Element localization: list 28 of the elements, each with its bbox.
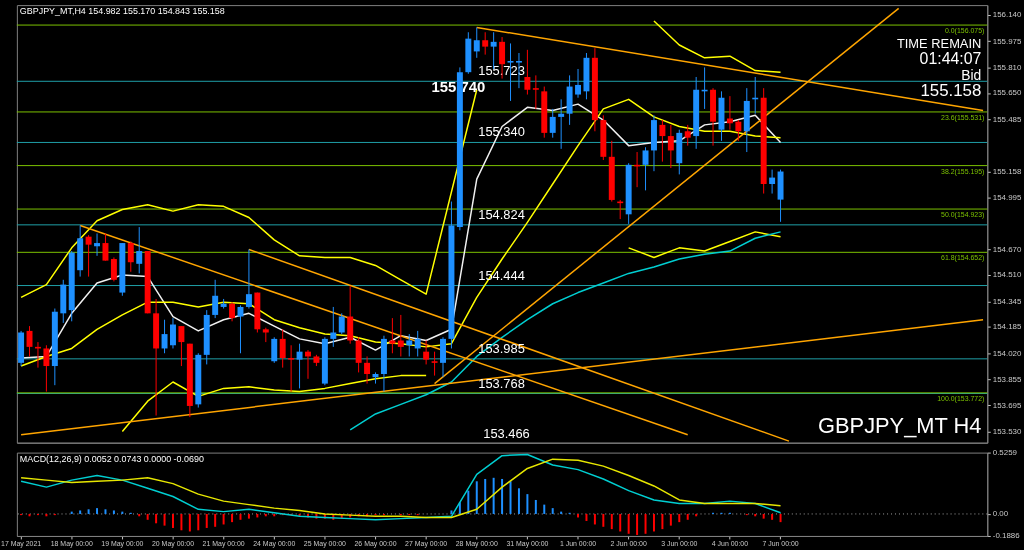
annotation: Bid — [961, 66, 982, 83]
chart-title: MACD(12,26,9) 0.0052 0.0743 0.0000 -0.0690 — [19, 453, 204, 464]
y-tick-label: 0.5259 — [992, 448, 1018, 458]
annotation: TIME REMAIN — [896, 35, 982, 51]
annotation: 153.768 — [478, 375, 525, 391]
y-tick-label: 154.345 — [992, 296, 1022, 306]
y-tick-label: 155.975 — [992, 36, 1022, 46]
annotation: 01:44:07 — [919, 49, 982, 67]
y-tick-label: 154.510 — [992, 270, 1022, 280]
y-tick-label: -0.1886 — [992, 531, 1021, 541]
y-tick-label: 154.670 — [992, 244, 1022, 254]
annotation: 153.466 — [483, 425, 530, 441]
y-tick-label: 156.140 — [992, 10, 1022, 20]
annotation: 155.158 — [920, 81, 982, 101]
y-tick-label: 0.00 — [992, 509, 1009, 519]
y-tick-label: 154.020 — [992, 348, 1022, 358]
y-tick-label: 154.185 — [992, 322, 1022, 332]
y-tick-label: 153.695 — [992, 400, 1022, 410]
y-tick-label: 153.530 — [992, 426, 1022, 436]
y-tick-label: 153.855 — [992, 375, 1022, 385]
y-tick-label: 155.158 — [992, 167, 1022, 176]
annotation: 154.824 — [478, 206, 525, 222]
annotation: GBPJPY_MT H4 — [818, 412, 982, 438]
y-tick-label: 155.485 — [992, 114, 1022, 124]
y-tick-label: 155.810 — [992, 62, 1022, 72]
y-tick-label: 154.995 — [992, 193, 1022, 203]
chart-title: GBPJPY_MT,H4 154.982 155.170 154.843 155.158 — [19, 6, 225, 17]
y-tick-label: 155.650 — [992, 88, 1022, 98]
